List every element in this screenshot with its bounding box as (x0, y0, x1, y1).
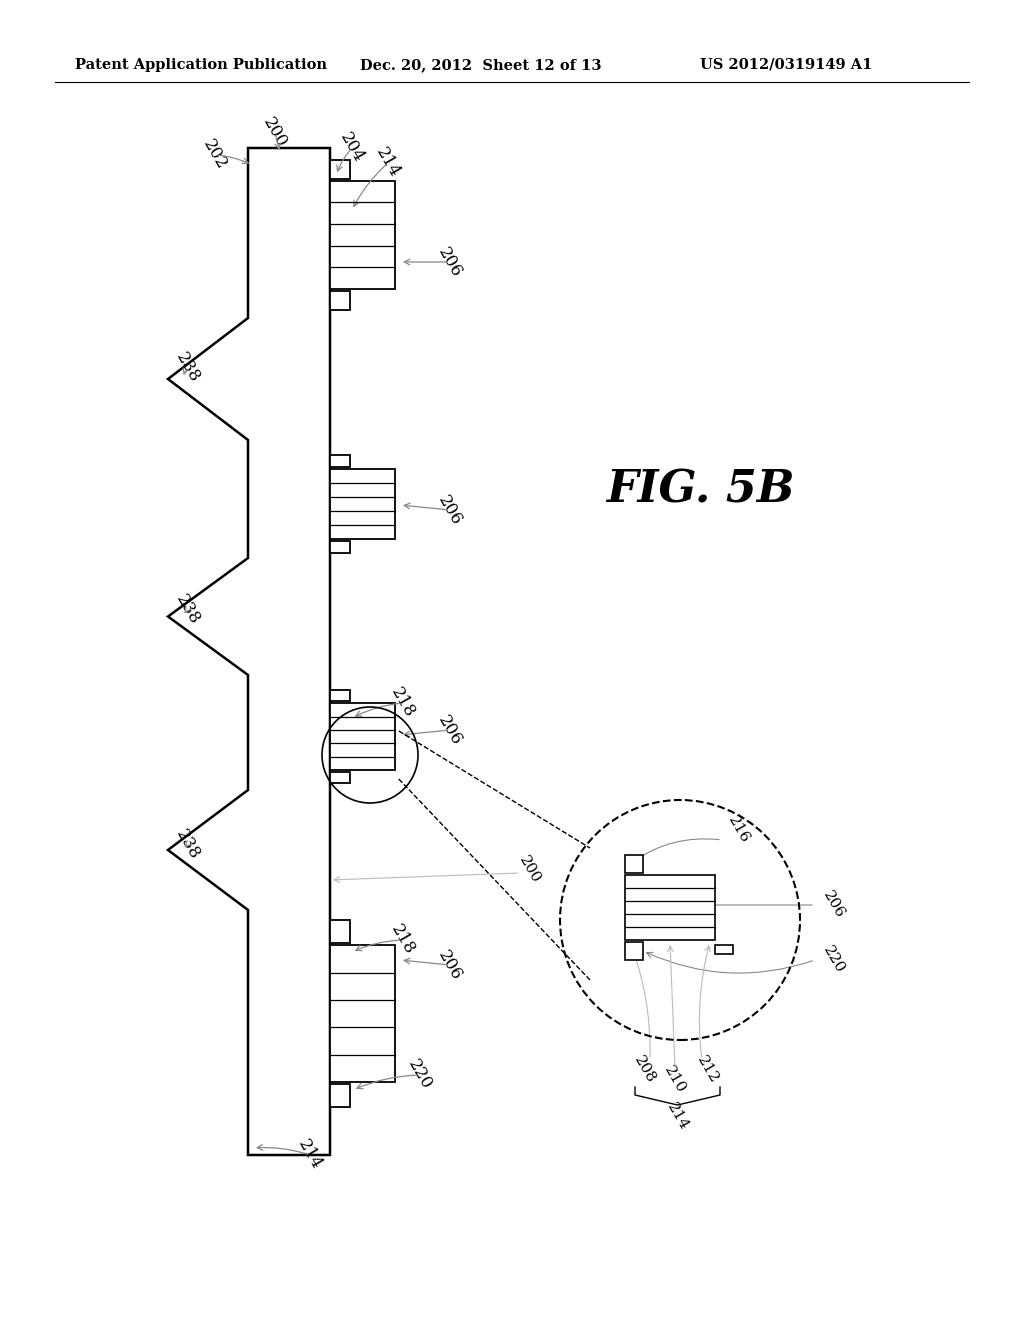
Text: Dec. 20, 2012  Sheet 12 of 13: Dec. 20, 2012 Sheet 12 of 13 (360, 58, 601, 73)
Text: US 2012/0319149 A1: US 2012/0319149 A1 (700, 58, 872, 73)
Text: FIG. 5B: FIG. 5B (606, 469, 795, 511)
Text: 238: 238 (173, 826, 204, 863)
Bar (330, 772, 350, 783)
Text: 200: 200 (517, 854, 544, 886)
Bar (330, 704, 395, 770)
Text: 220: 220 (820, 944, 847, 977)
Bar (330, 1084, 350, 1107)
Text: 238: 238 (173, 591, 204, 628)
Text: 220: 220 (404, 1057, 435, 1093)
Text: 208: 208 (632, 1053, 658, 1086)
Bar (330, 945, 395, 1082)
Bar (715, 945, 733, 954)
Text: 212: 212 (694, 1053, 721, 1086)
Text: 204: 204 (337, 129, 368, 166)
Text: Patent Application Publication: Patent Application Publication (75, 58, 327, 73)
Text: 206: 206 (435, 946, 465, 983)
Text: 214: 214 (373, 145, 403, 181)
Bar (330, 160, 350, 178)
Text: 206: 206 (435, 244, 465, 280)
Text: 214: 214 (665, 1101, 691, 1133)
Bar (330, 541, 350, 553)
Text: 206: 206 (435, 711, 465, 748)
Bar (330, 690, 350, 701)
Bar (330, 292, 350, 310)
Bar (330, 469, 395, 539)
Bar (330, 181, 395, 289)
Text: 202: 202 (200, 137, 230, 173)
Text: 210: 210 (662, 1064, 688, 1096)
Text: 218: 218 (388, 921, 419, 958)
Text: 216: 216 (725, 814, 752, 846)
Text: 218: 218 (388, 685, 419, 721)
Bar (625, 875, 715, 940)
Text: 206: 206 (435, 492, 465, 528)
Polygon shape (168, 148, 330, 1155)
Text: 214: 214 (295, 1137, 326, 1173)
Text: 238: 238 (173, 350, 204, 385)
Bar (625, 942, 643, 960)
Text: 200: 200 (260, 115, 291, 150)
Bar (330, 455, 350, 467)
Bar (625, 855, 643, 873)
Text: 206: 206 (820, 888, 847, 921)
Bar (330, 920, 350, 944)
